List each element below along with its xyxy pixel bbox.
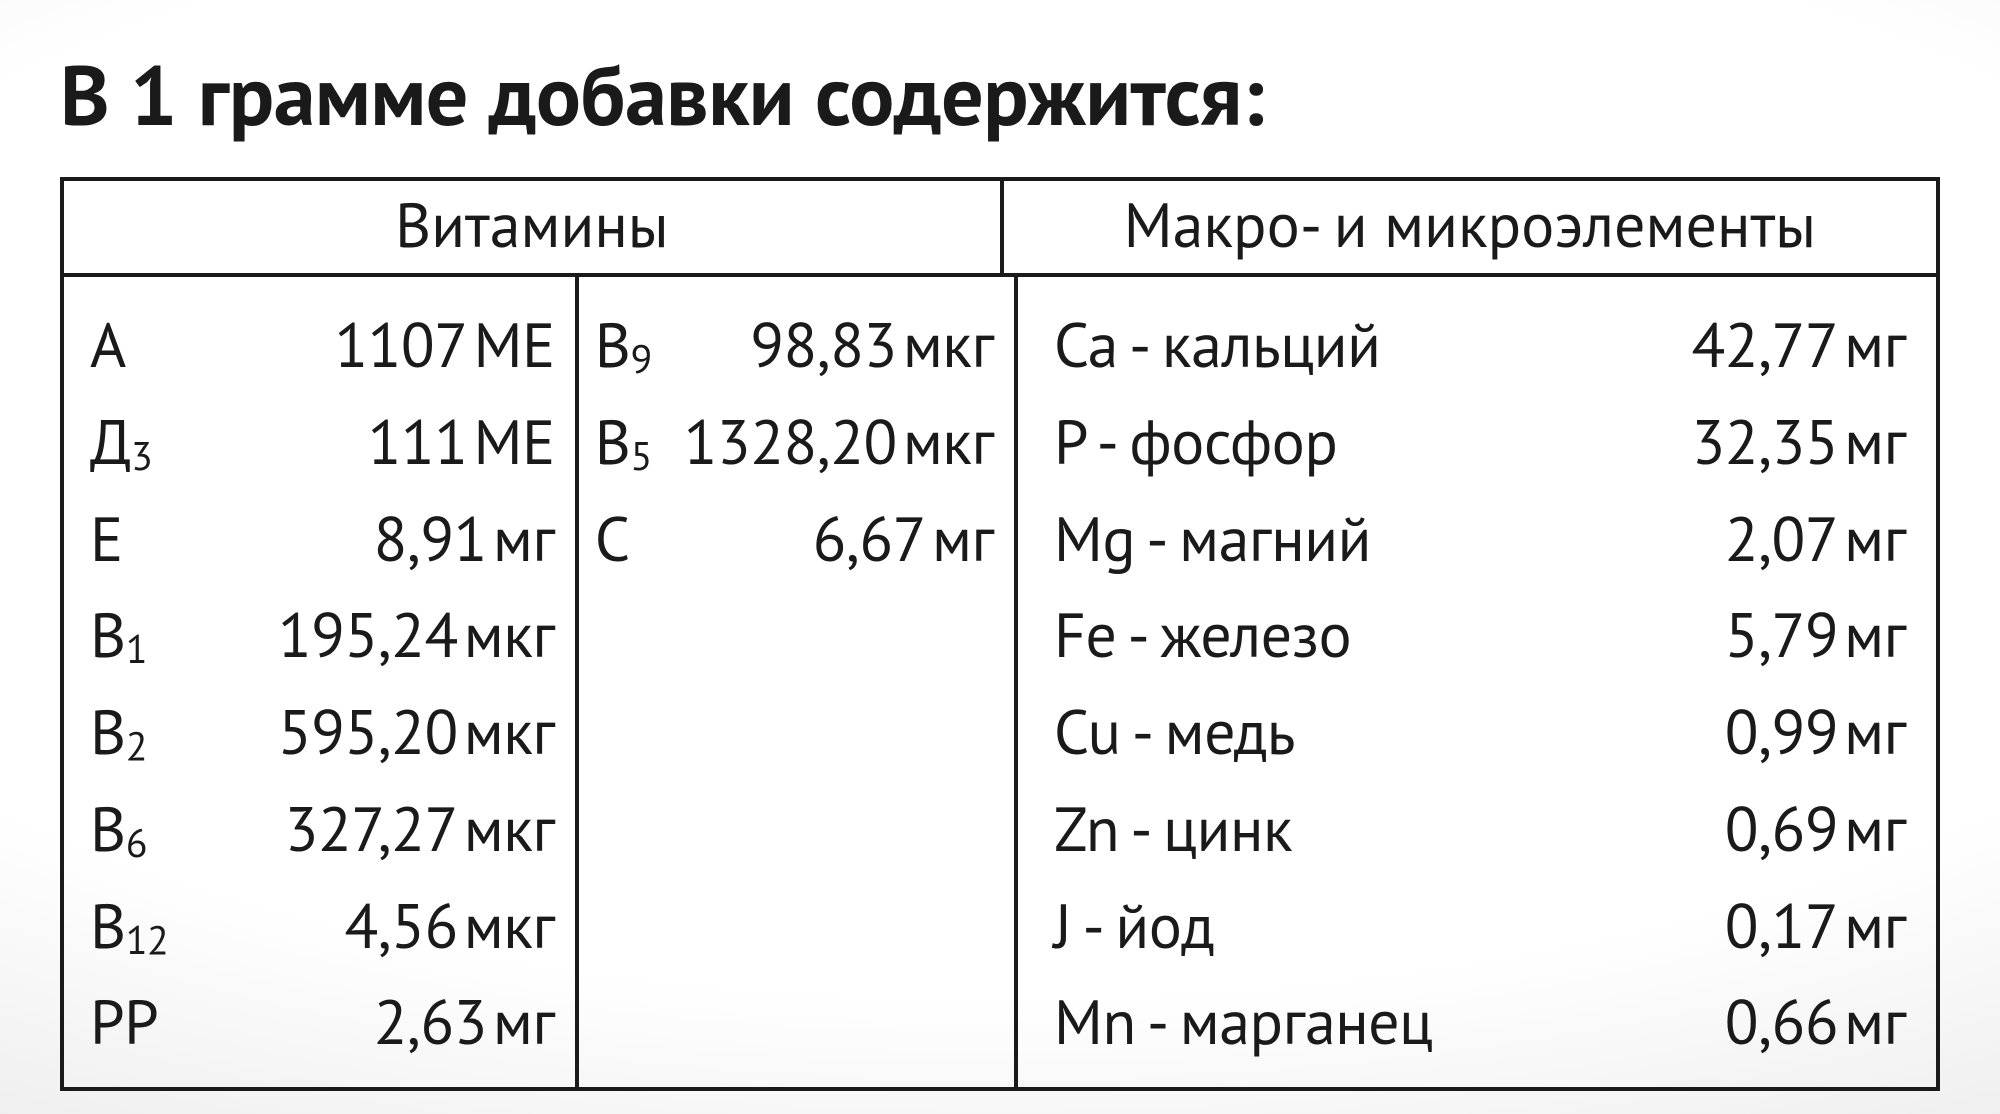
nutrient-name: PP <box>90 974 201 1071</box>
nutrient-value: 98,83мкг <box>684 297 994 394</box>
nutrient-name: B2 <box>90 684 201 781</box>
header-vitamins: Витамины <box>64 181 1004 273</box>
vitamins-col1-values: 1107МЕ111МЕ8,91мг195,24мкг595,20мкг327,2… <box>201 277 579 1087</box>
nutrient-name: Cu - медь <box>1054 684 1598 781</box>
vitamins-col2-names: B9B5C <box>579 277 684 1087</box>
minerals-values: 42,77мг32,35мг2,07мг5,79мг0,99мг0,69мг0,… <box>1598 277 1936 1087</box>
page-title: В 1 грамме добавки содержится: <box>60 40 1940 149</box>
nutrient-name: B6 <box>90 781 201 878</box>
nutrient-value: 32,35мг <box>1598 394 1906 491</box>
nutrient-name: A <box>90 297 201 394</box>
table-header-row: Витамины Макро- и микроэлементы <box>64 181 1936 277</box>
nutrient-name: Zn - цинк <box>1054 781 1598 878</box>
nutrient-name: B1 <box>90 587 201 684</box>
nutrient-value: 1328,20мкг <box>684 394 994 491</box>
nutrient-value: 42,77мг <box>1598 297 1906 394</box>
nutrient-value: 595,20мкг <box>201 684 555 781</box>
nutrient-value: 327,27мкг <box>201 781 555 878</box>
nutrient-name: Mg - магний <box>1054 491 1598 588</box>
nutrient-value: 0,66мг <box>1598 974 1906 1071</box>
nutrient-value: 0,17мг <box>1598 878 1906 975</box>
nutrient-name: B5 <box>595 394 684 491</box>
nutrition-table: Витамины Макро- и микроэлементы AД3EB1B2… <box>60 177 1940 1091</box>
nutrient-value: 6,67мг <box>684 491 994 588</box>
nutrient-name: B12 <box>90 878 201 975</box>
nutrient-value: 195,24мкг <box>201 587 555 684</box>
minerals-names: Ca - кальцийP - фосфорMg - магнийFe - же… <box>1018 277 1598 1087</box>
nutrient-name: B9 <box>595 297 684 394</box>
nutrient-value: 111МЕ <box>201 394 555 491</box>
nutrient-name: J - йод <box>1054 878 1598 975</box>
nutrient-name: E <box>90 491 201 588</box>
nutrient-value: 0,69мг <box>1598 781 1906 878</box>
nutrient-value: 2,63мг <box>201 974 555 1071</box>
nutrient-name: Mn - марганец <box>1054 974 1598 1071</box>
nutrient-name: Д3 <box>90 394 201 491</box>
nutrient-name: Ca - кальций <box>1054 297 1598 394</box>
table-body: AД3EB1B2B6B12PP 1107МЕ111МЕ8,91мг195,24м… <box>64 277 1936 1087</box>
nutrient-name: Fe - железо <box>1054 587 1598 684</box>
nutrient-value: 0,99мг <box>1598 684 1906 781</box>
nutrient-value: 1107МЕ <box>201 297 555 394</box>
nutrient-value: 5,79мг <box>1598 587 1906 684</box>
nutrient-name: C <box>595 491 684 588</box>
header-minerals: Макро- и микроэлементы <box>1004 181 1936 273</box>
nutrient-value: 8,91мг <box>201 491 555 588</box>
vitamins-col2-values: 98,83мкг1328,20мкг6,67мг <box>684 277 1018 1087</box>
nutrient-value: 2,07мг <box>1598 491 1906 588</box>
nutrient-value: 4,56мкг <box>201 878 555 975</box>
vitamins-col1-names: AД3EB1B2B6B12PP <box>64 277 201 1087</box>
nutrient-name: P - фосфор <box>1054 394 1598 491</box>
